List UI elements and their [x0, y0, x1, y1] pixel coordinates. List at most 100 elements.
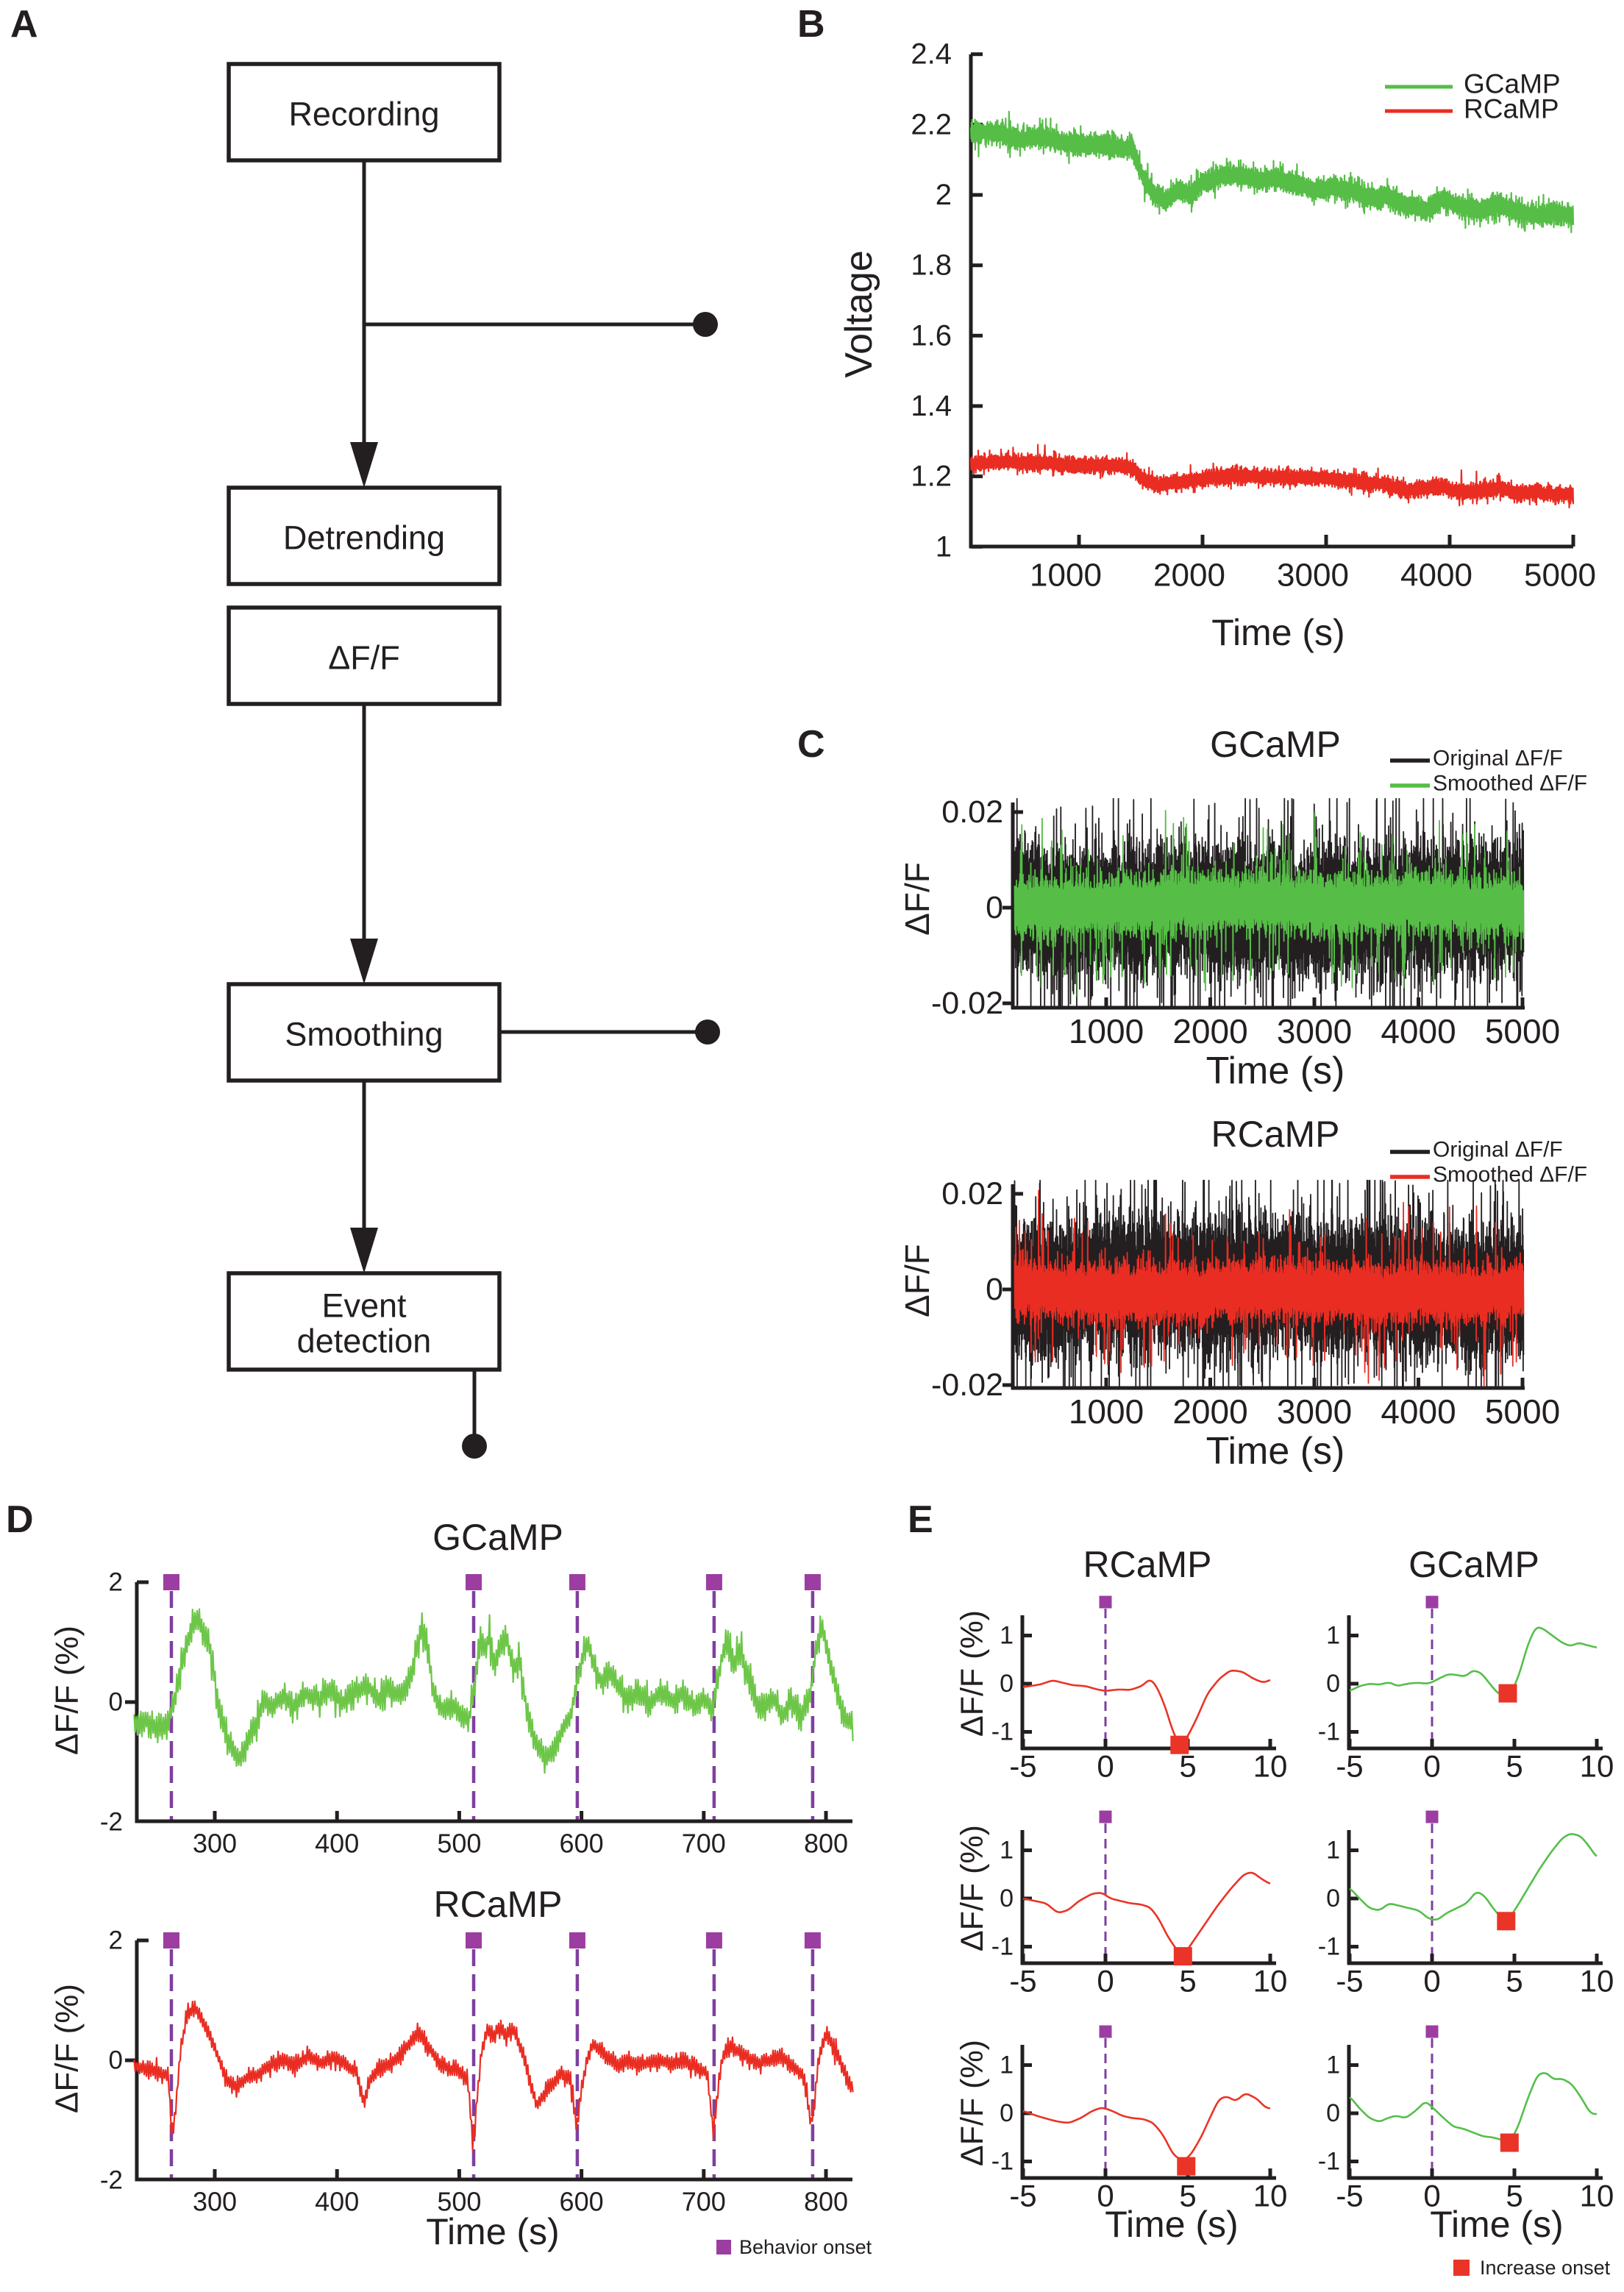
svg-text:4000: 4000 — [1400, 558, 1472, 594]
svg-text:-2: -2 — [100, 1808, 123, 1837]
svg-text:Smoothing: Smoothing — [285, 1016, 443, 1053]
svg-text:0: 0 — [1097, 1964, 1114, 1999]
svg-text:0.02: 0.02 — [941, 1176, 1003, 1211]
svg-text:0: 0 — [1423, 1964, 1440, 1999]
svg-text:1.4: 1.4 — [911, 390, 952, 422]
svg-text:300: 300 — [193, 2187, 237, 2217]
svg-text:4000: 4000 — [1381, 1012, 1456, 1050]
svg-text:0: 0 — [1326, 1885, 1340, 1912]
svg-text:Original ΔF/F: Original ΔF/F — [1433, 1138, 1563, 1162]
svg-text:ΔF/F (%): ΔF/F (%) — [955, 1825, 990, 1951]
svg-text:ΔF/F (%): ΔF/F (%) — [49, 1626, 85, 1755]
svg-text:2.4: 2.4 — [911, 38, 952, 71]
svg-text:Increase onset: Increase onset — [1480, 2257, 1611, 2279]
svg-text:-2: -2 — [100, 2166, 123, 2195]
svg-text:2000: 2000 — [1172, 1012, 1247, 1050]
svg-text:-5: -5 — [1336, 2179, 1363, 2213]
svg-text:1.8: 1.8 — [911, 249, 952, 282]
svg-text:ΔF/F: ΔF/F — [898, 862, 936, 936]
svg-text:0: 0 — [109, 2046, 123, 2075]
svg-text:500: 500 — [437, 2187, 481, 2217]
svg-text:0: 0 — [1097, 1749, 1114, 1784]
svg-text:-0.02: -0.02 — [931, 986, 1003, 1021]
svg-text:1000: 1000 — [1069, 1392, 1144, 1431]
svg-text:-5: -5 — [1336, 1749, 1363, 1784]
svg-text:800: 800 — [804, 1829, 848, 1859]
svg-text:-1: -1 — [1318, 1718, 1340, 1746]
svg-text:5000: 5000 — [1485, 1392, 1560, 1431]
svg-text:5: 5 — [1179, 2179, 1196, 2213]
svg-text:2000: 2000 — [1172, 1392, 1247, 1431]
svg-text:5: 5 — [1506, 1749, 1522, 1784]
svg-text:5000: 5000 — [1485, 1012, 1560, 1050]
svg-text:0.02: 0.02 — [941, 794, 1003, 830]
svg-text:600: 600 — [560, 1829, 604, 1859]
svg-text:300: 300 — [193, 1829, 237, 1859]
svg-text:0: 0 — [1423, 2179, 1440, 2213]
svg-text:10: 10 — [1253, 2179, 1288, 2213]
svg-text:-5: -5 — [1336, 1964, 1363, 1999]
svg-text:0: 0 — [1097, 2179, 1114, 2213]
svg-text:1: 1 — [1326, 1837, 1340, 1865]
svg-text:600: 600 — [560, 2187, 604, 2217]
svg-text:400: 400 — [315, 1829, 359, 1859]
svg-text:ΔF/F (%): ΔF/F (%) — [955, 1610, 990, 1737]
svg-text:-1: -1 — [991, 1718, 1014, 1746]
svg-text:5: 5 — [1179, 1749, 1196, 1784]
svg-text:3000: 3000 — [1277, 558, 1349, 594]
svg-text:0: 0 — [1326, 1670, 1340, 1698]
svg-text:B: B — [797, 3, 825, 46]
svg-text:Time (s): Time (s) — [1206, 1050, 1345, 1092]
svg-text:Smoothed ΔF/F: Smoothed ΔF/F — [1433, 1163, 1587, 1187]
svg-text:4000: 4000 — [1381, 1392, 1456, 1431]
svg-text:Event: Event — [321, 1287, 407, 1325]
svg-text:Detrending: Detrending — [283, 519, 445, 557]
svg-text:A: A — [10, 3, 38, 46]
svg-text:RCaMP: RCaMP — [1464, 94, 1559, 124]
svg-text:Voltage: Voltage — [838, 250, 880, 378]
svg-text:GCaMP: GCaMP — [1210, 724, 1341, 765]
svg-text:GCaMP: GCaMP — [1464, 69, 1561, 99]
svg-text:800: 800 — [804, 2187, 848, 2217]
svg-text:0: 0 — [986, 1272, 1003, 1307]
svg-text:detection: detection — [297, 1323, 432, 1360]
svg-text:1000: 1000 — [1069, 1012, 1144, 1050]
svg-text:1000: 1000 — [1030, 558, 1102, 594]
svg-text:10: 10 — [1580, 2179, 1614, 2213]
svg-text:2: 2 — [109, 1568, 123, 1597]
svg-text:E: E — [908, 1498, 933, 1541]
svg-text:RCaMP: RCaMP — [1083, 1544, 1211, 1585]
svg-text:1.6: 1.6 — [911, 319, 952, 352]
svg-text:Time (s): Time (s) — [1206, 1430, 1345, 1473]
svg-text:0: 0 — [1000, 2099, 1014, 2127]
svg-text:Time (s): Time (s) — [426, 2211, 559, 2252]
svg-text:RCaMP: RCaMP — [1211, 1114, 1339, 1155]
svg-text:-1: -1 — [1318, 1933, 1340, 1961]
svg-text:1: 1 — [1000, 1837, 1014, 1865]
svg-text:C: C — [797, 723, 825, 766]
svg-text:0: 0 — [109, 1688, 123, 1717]
svg-text:GCaMP: GCaMP — [432, 1517, 563, 1558]
svg-text:3000: 3000 — [1277, 1012, 1352, 1050]
svg-text:1: 1 — [1326, 2051, 1340, 2079]
svg-text:10: 10 — [1253, 1964, 1288, 1999]
svg-text:700: 700 — [682, 1829, 726, 1859]
svg-text:5000: 5000 — [1524, 558, 1596, 594]
svg-text:500: 500 — [437, 1829, 481, 1859]
svg-text:Time (s): Time (s) — [1211, 612, 1345, 653]
svg-text:1: 1 — [1000, 2051, 1014, 2079]
svg-text:2: 2 — [936, 179, 952, 211]
svg-text:Smoothed ΔF/F: Smoothed ΔF/F — [1433, 772, 1587, 796]
svg-text:400: 400 — [315, 2187, 359, 2217]
svg-text:0: 0 — [1000, 1885, 1014, 1912]
svg-text:-1: -1 — [991, 2148, 1014, 2176]
svg-text:2: 2 — [109, 1926, 123, 1955]
svg-text:-5: -5 — [1009, 1964, 1036, 1999]
svg-text:-5: -5 — [1009, 2179, 1036, 2213]
svg-text:5: 5 — [1179, 1964, 1196, 1999]
svg-text:10: 10 — [1580, 1749, 1614, 1784]
svg-text:Original ΔF/F: Original ΔF/F — [1433, 747, 1563, 771]
svg-text:5: 5 — [1506, 2179, 1522, 2213]
svg-text:-0.02: -0.02 — [931, 1367, 1003, 1403]
svg-text:0: 0 — [1000, 1670, 1014, 1698]
